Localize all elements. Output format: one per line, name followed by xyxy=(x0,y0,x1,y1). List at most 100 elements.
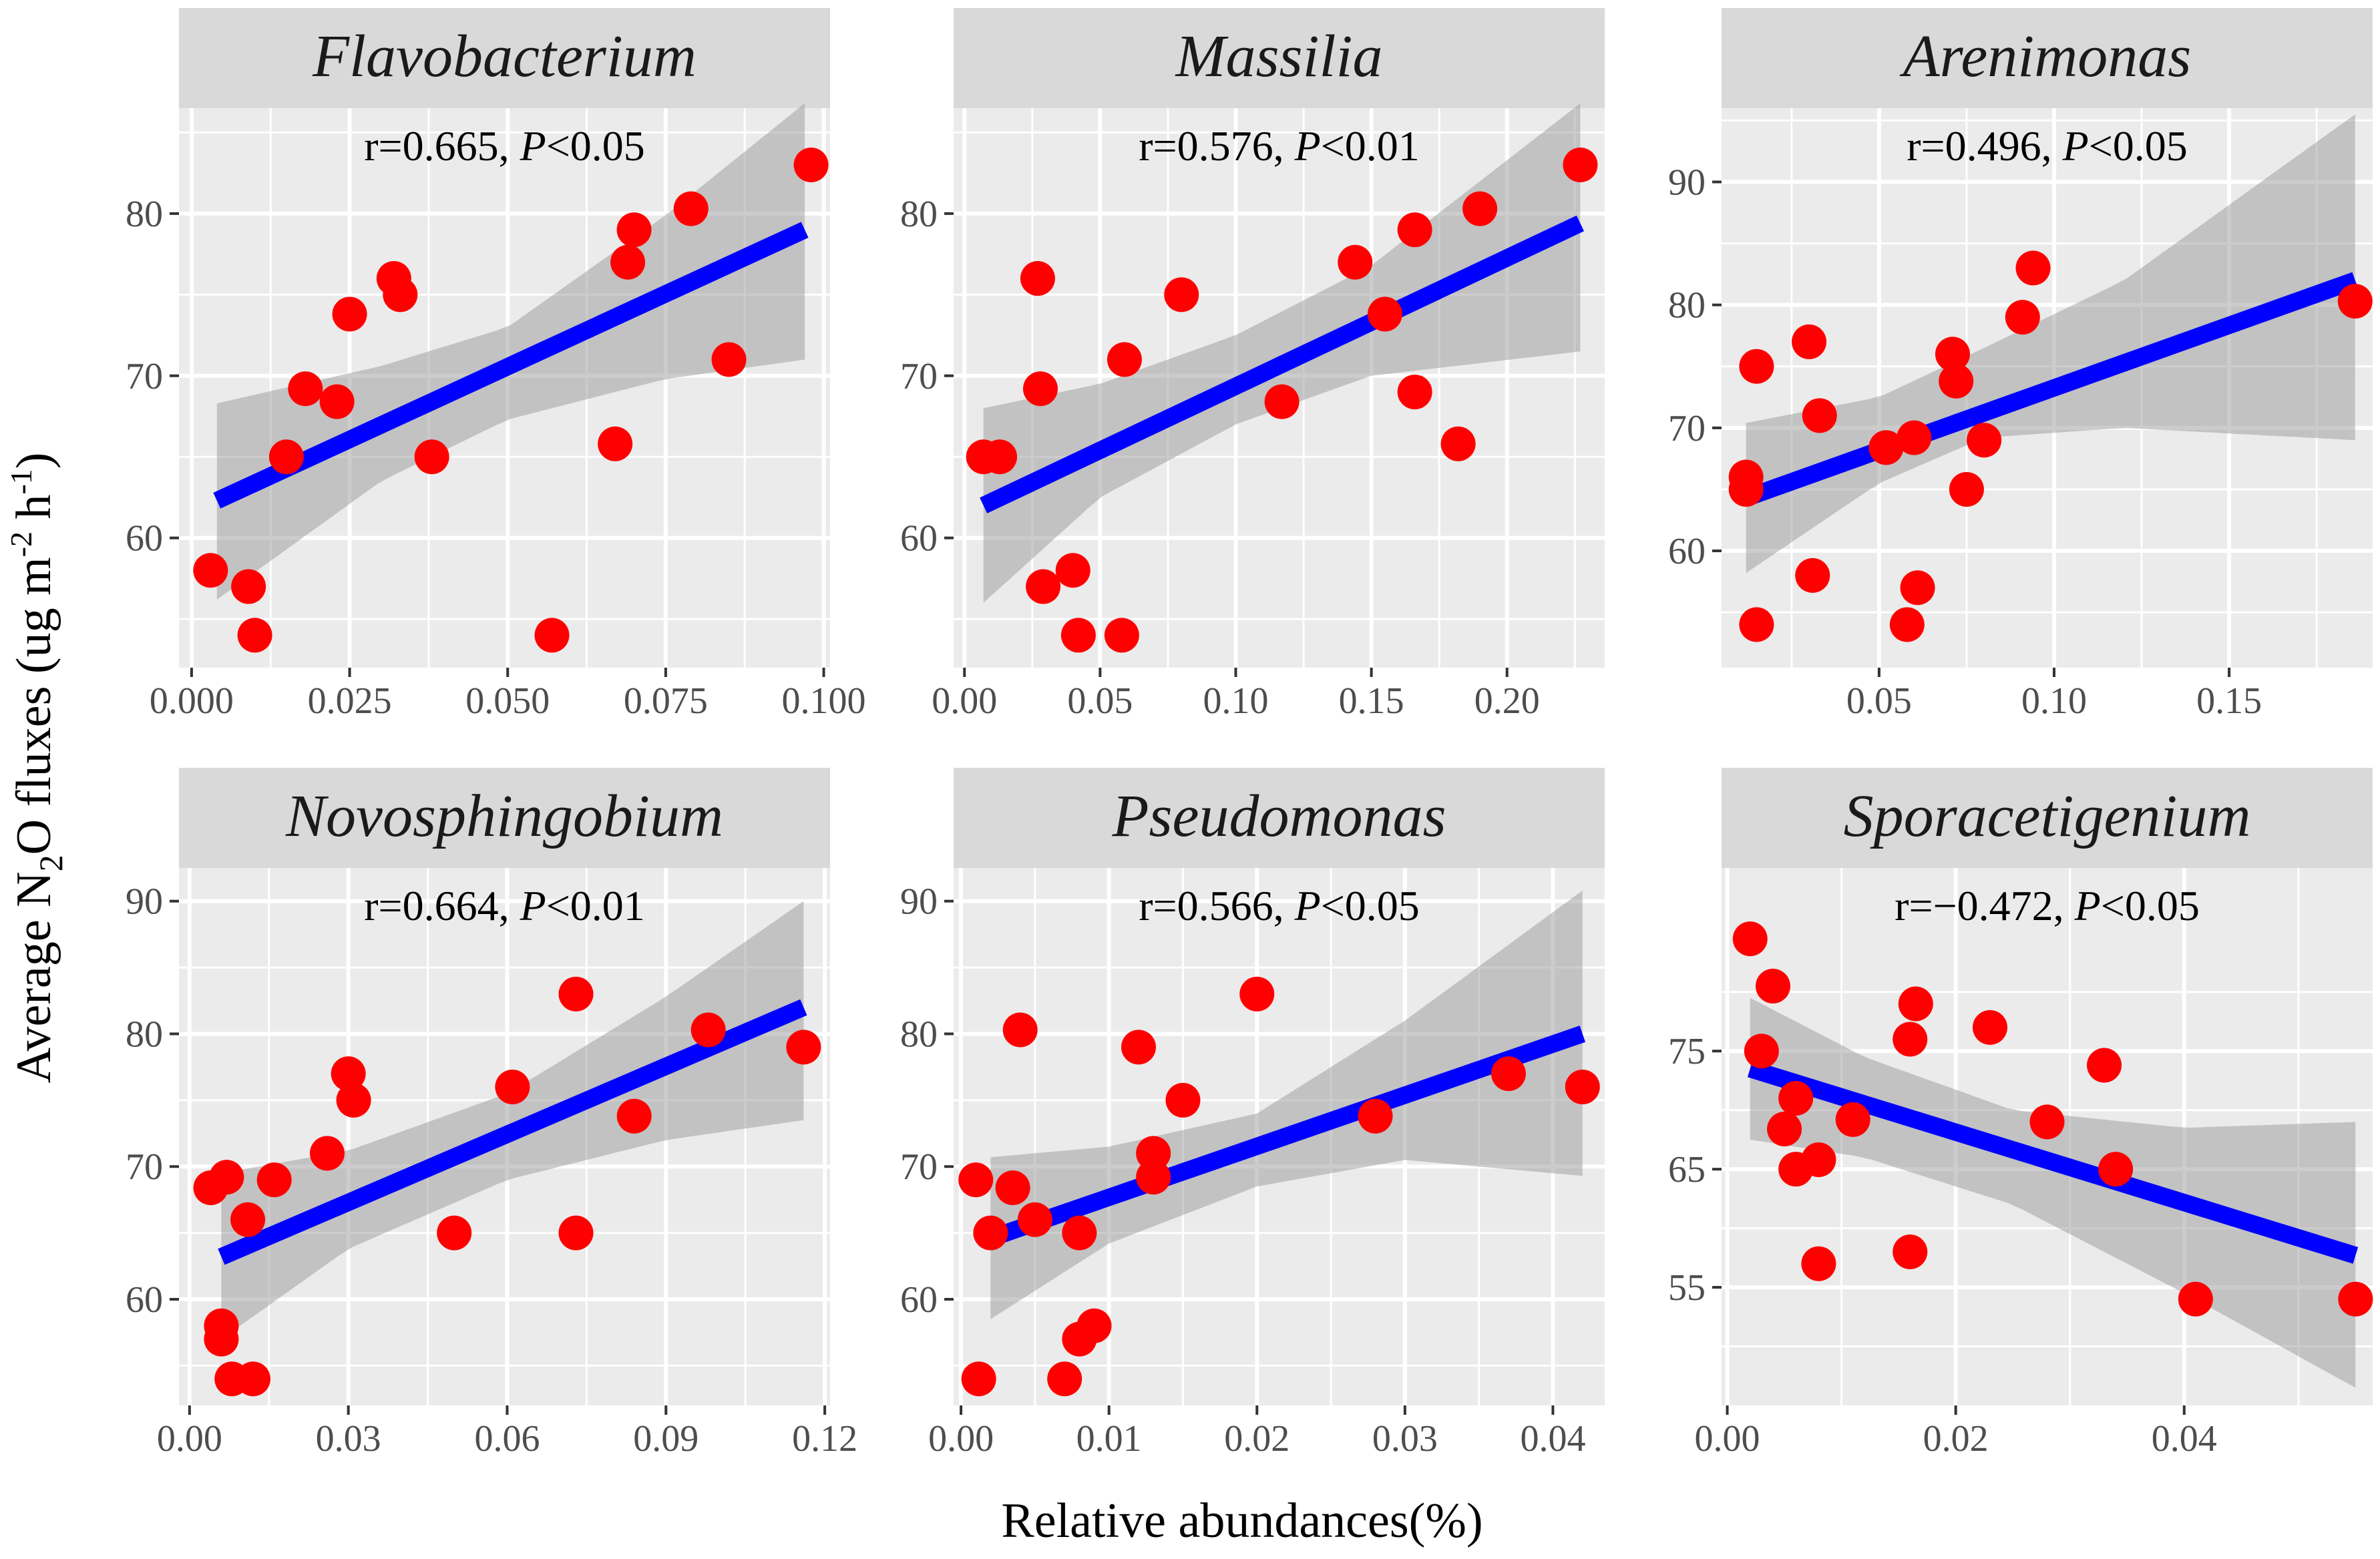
stat-r: r=0.566, xyxy=(1139,882,1294,929)
data-point xyxy=(793,148,829,183)
data-point xyxy=(1739,349,1774,384)
data-point xyxy=(1792,324,1827,359)
data-point xyxy=(2098,1152,2134,1187)
panel-pseudomonas: Pseudomonas 0.00 0.01 0.02 0.03 0.04 60 70 80 90 r… xyxy=(900,768,1605,1460)
stat-r: r=−0.472, xyxy=(1895,882,2075,929)
strip-background xyxy=(179,768,830,868)
data-point xyxy=(558,976,594,1012)
data-point xyxy=(1889,607,1925,642)
stat-r: r=0.496, xyxy=(1907,122,2062,170)
data-point xyxy=(1121,1030,1156,1065)
y-axis-title-pre: Average N xyxy=(7,871,61,1083)
data-point xyxy=(2029,1104,2065,1140)
x-tick-label: 0.05 xyxy=(1067,680,1133,722)
data-point xyxy=(1767,1112,1802,1146)
data-point xyxy=(2338,1281,2373,1317)
panel-sporacetigenium: Sporacetigenium 0.00 0.02 0.04 55 65 75 r=−0.47… xyxy=(1668,768,2373,1460)
data-point xyxy=(1898,986,1933,1022)
stat-annotation: r=0.664, P<0.01 xyxy=(364,882,645,929)
data-point xyxy=(331,1056,366,1092)
data-point xyxy=(319,384,355,419)
y-axis-title-mid2: h xyxy=(7,495,61,532)
x-tick-label: 0.05 xyxy=(1846,680,1912,722)
data-point xyxy=(336,1082,371,1118)
data-point xyxy=(1397,212,1432,248)
data-point xyxy=(1060,618,1096,653)
regression-line xyxy=(980,215,1584,513)
x-tick-label: 0.20 xyxy=(1474,680,1540,722)
data-point xyxy=(1020,261,1055,296)
data-point xyxy=(1239,976,1275,1012)
data-point xyxy=(1136,1160,1171,1195)
data-point xyxy=(1055,553,1090,588)
x-tick-label: 0.100 xyxy=(782,680,866,722)
data-point xyxy=(1802,398,1837,433)
panel-title: Arenimonas xyxy=(1900,23,2192,89)
stat-annotation: r=0.576, P<0.01 xyxy=(1139,122,1420,170)
data-point xyxy=(1795,558,1830,593)
data-point xyxy=(193,553,228,588)
data-point xyxy=(1935,337,1970,372)
data-point xyxy=(1900,570,1935,606)
regression-line xyxy=(988,1026,1586,1247)
x-tick-label: 0.075 xyxy=(624,680,708,722)
stat-p-value: <0.05 xyxy=(546,122,645,170)
x-tick-label: 0.03 xyxy=(1372,1418,1438,1460)
x-tick-label: 0.10 xyxy=(1203,680,1269,722)
stat-p-label: P xyxy=(1294,122,1321,170)
data-point xyxy=(1358,1098,1393,1134)
y-axis-title-post: ) xyxy=(7,453,61,469)
y-tick-label: 90 xyxy=(1668,162,1706,204)
x-tick-label: 0.15 xyxy=(2196,680,2262,722)
strip-background xyxy=(954,8,1605,108)
y-axis-title: Average N2O fluxes (ug m-2 h-1) xyxy=(4,453,69,1084)
stat-p-label: P xyxy=(2062,122,2089,170)
data-point xyxy=(711,342,747,377)
stat-p-value: <0.05 xyxy=(2089,122,2188,170)
panel-arenimonas: Arenimonas 0.05 0.10 0.15 60 70 80 90 r=0.496, P… xyxy=(1668,8,2373,722)
y-tick-label: 80 xyxy=(126,194,163,235)
data-point xyxy=(958,1162,994,1198)
regression-line xyxy=(1743,272,2359,507)
y-tick-label: 90 xyxy=(126,881,163,923)
data-point xyxy=(2337,284,2373,319)
data-point xyxy=(982,439,1018,475)
panel-title: Sporacetigenium xyxy=(1844,783,2251,849)
data-point xyxy=(1868,430,1904,465)
data-point xyxy=(1076,1308,1112,1343)
data-point xyxy=(1107,342,1142,377)
regression-line xyxy=(1747,1060,2359,1264)
data-point xyxy=(616,212,652,248)
x-tick-label: 0.09 xyxy=(633,1418,699,1460)
data-point xyxy=(495,1069,530,1104)
stat-r: r=0.576, xyxy=(1139,122,1294,170)
y-tick-label: 90 xyxy=(900,881,938,923)
data-point xyxy=(1801,1246,1836,1281)
data-point xyxy=(534,618,570,653)
y-tick-label: 70 xyxy=(900,1146,938,1188)
x-tick-label: 0.06 xyxy=(474,1418,540,1460)
data-point xyxy=(1744,1034,1779,1069)
data-point xyxy=(1104,618,1139,653)
stat-r: r=0.664, xyxy=(364,882,520,929)
y-tick-label: 60 xyxy=(126,518,163,560)
panel-novosphingobium: Novosphingobium 0.00 0.03 0.06 0.09 0.12 60 70 8… xyxy=(126,768,857,1460)
data-point xyxy=(2015,250,2051,286)
data-point xyxy=(383,277,418,312)
data-point xyxy=(1967,423,2002,458)
data-point xyxy=(1939,363,1974,399)
confidence-band xyxy=(221,901,804,1339)
panel-title: Pseudomonas xyxy=(1112,783,1446,849)
data-point xyxy=(961,1361,996,1397)
panel-flavobacterium: Flavobacterium 0.000 0.025 0.050 0.075 0.100 6… xyxy=(126,8,866,722)
x-tick-label: 0.04 xyxy=(2152,1418,2217,1460)
panel-title: Novosphingobium xyxy=(285,783,723,849)
data-point xyxy=(1893,1235,1928,1269)
data-point xyxy=(1972,1010,2007,1045)
stat-annotation: r=0.566, P<0.05 xyxy=(1139,882,1420,929)
confidence-band xyxy=(990,890,1583,1319)
y-tick-label: 60 xyxy=(1668,531,1706,572)
y-axis-title-sub: 2 xyxy=(32,855,69,871)
y-axis-title-sup1: -2 xyxy=(4,531,38,557)
